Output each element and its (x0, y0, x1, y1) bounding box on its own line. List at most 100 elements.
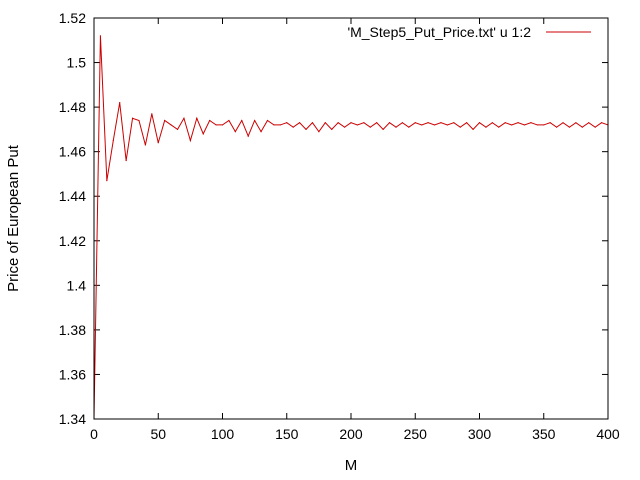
data-point (401, 122, 403, 124)
data-point (183, 117, 185, 119)
data-point (273, 124, 275, 126)
data-point (427, 122, 429, 124)
data-point (331, 128, 333, 130)
y-tick-label: 1.4 (67, 277, 87, 293)
data-point (446, 124, 448, 126)
data-point (575, 122, 577, 124)
data-point (106, 180, 108, 182)
data-point (209, 119, 211, 122)
data-point (189, 139, 191, 142)
data-point (299, 122, 301, 124)
data-point (234, 131, 236, 133)
data-point (350, 122, 352, 124)
data-point (376, 122, 378, 124)
data-point (485, 126, 487, 128)
data-point (600, 122, 603, 124)
data-point (511, 124, 513, 126)
data-point (536, 124, 538, 126)
data-point (99, 35, 102, 37)
data-point (318, 131, 320, 133)
data-point (221, 124, 224, 126)
data-point (279, 124, 281, 126)
data-point (176, 128, 179, 130)
data-point (568, 126, 571, 128)
data-point (504, 122, 506, 124)
data-point (228, 119, 230, 122)
data-point (517, 122, 519, 124)
data-point (144, 144, 146, 146)
data-point (453, 122, 455, 124)
data-point (588, 122, 590, 124)
axis-tick-labels: 0 50 100 150 200 250 300 350 400 1.34 1.36 1.38 1.4 1… (59, 10, 620, 442)
legend: 'M_Step5_Put_Price.txt' u 1:2 (347, 24, 591, 40)
data-point (408, 126, 410, 128)
data-point (286, 122, 288, 124)
data-point (131, 117, 134, 119)
data-point (196, 117, 198, 119)
data-point (562, 122, 564, 124)
data-point (343, 126, 346, 128)
data-point (556, 126, 558, 128)
data-point (247, 135, 249, 137)
data-point (440, 122, 442, 124)
data-point (112, 139, 114, 142)
data-point (549, 122, 551, 124)
data-point (260, 131, 262, 133)
data-point (472, 128, 474, 130)
y-axis-label: Price of European Put (5, 144, 22, 292)
data-point (266, 119, 269, 122)
data-point (292, 126, 294, 128)
data-point (414, 122, 416, 124)
data-point (478, 122, 481, 124)
data-point (433, 124, 436, 126)
data-point (151, 113, 153, 115)
y-tick-label: 1.48 (59, 99, 86, 115)
x-tick-label: 350 (532, 426, 556, 442)
data-point (421, 124, 423, 126)
data-point (164, 119, 166, 122)
data-point (356, 124, 359, 126)
data-point (241, 119, 243, 122)
data-point (215, 124, 217, 126)
data-point (523, 124, 526, 126)
data-point (388, 122, 391, 124)
x-tick-label: 200 (339, 426, 363, 442)
x-tick-label: 100 (211, 426, 235, 442)
x-tick-label: 150 (275, 426, 299, 442)
data-point (466, 122, 468, 124)
x-tick-label: 250 (404, 426, 428, 442)
data-point (305, 128, 307, 130)
data-point (530, 122, 532, 124)
data-point (170, 124, 172, 126)
data-point (311, 122, 314, 124)
data-point (491, 122, 493, 124)
x-tick-label: 300 (468, 426, 492, 442)
x-tick-label: 400 (596, 426, 620, 442)
legend-label: 'M_Step5_Put_Price.txt' u 1:2 (347, 24, 531, 40)
data-point (369, 126, 371, 128)
x-axis-label: M (345, 457, 358, 474)
data-point (498, 126, 500, 128)
data-point (459, 126, 461, 128)
y-tick-label: 1.52 (59, 10, 86, 26)
data-point (382, 128, 384, 130)
data-point (119, 102, 121, 104)
data-point (138, 119, 140, 122)
data-point (202, 133, 204, 135)
y-tick-label: 1.5 (67, 55, 87, 71)
data-point (125, 159, 127, 162)
series-layer (93, 35, 609, 420)
y-tick-label: 1.46 (59, 144, 86, 160)
y-tick-label: 1.44 (59, 188, 86, 204)
y-tick-label: 1.34 (59, 411, 86, 427)
y-tick-label: 1.36 (59, 366, 86, 382)
x-tick-label: 50 (150, 426, 166, 442)
data-point (581, 126, 583, 128)
data-point (543, 124, 545, 126)
data-point (324, 122, 326, 124)
y-tick-label: 1.38 (59, 322, 86, 338)
data-point (157, 142, 159, 144)
plot-frame (93, 17, 609, 420)
